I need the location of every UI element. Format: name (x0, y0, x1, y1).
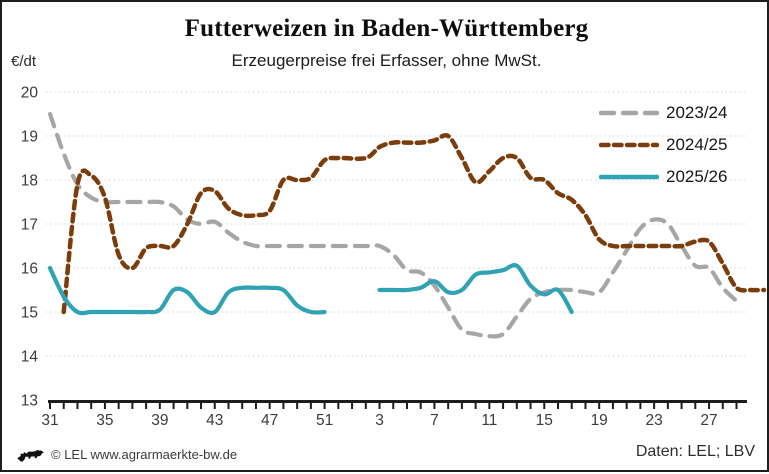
x-tick-label: 47 (261, 412, 278, 429)
y-tick-label: 19 (21, 129, 38, 146)
chart-subtitle: Erzeugerpreise frei Erfasser, ohne MwSt. (231, 51, 542, 70)
x-tick-label: 31 (41, 412, 58, 429)
legend-swatch-dashed-long (599, 110, 659, 116)
legend-label-2025-26: 2025/26 (666, 167, 728, 186)
x-tick-label: 27 (700, 412, 717, 429)
legend-row-2023-24: 2023/24 (599, 97, 727, 129)
x-tick-label: 51 (316, 412, 333, 429)
legend-row-2025-26: 2025/26 (599, 161, 727, 193)
x-tick-label: 11 (481, 412, 497, 429)
x-tick-label: 19 (591, 412, 608, 429)
y-tick-label: 18 (21, 173, 38, 190)
x-tick-label: 43 (206, 412, 223, 429)
y-tick-label: 16 (21, 261, 38, 278)
page-title: Futterweizen in Baden-Württemberg (184, 15, 589, 42)
copyright-text: © LEL www.agrarmaerkte-bw.de (51, 446, 238, 462)
series-line-2025-26 (47, 265, 327, 316)
x-tick-label: 15 (536, 412, 553, 429)
y-axis-unit-label: €/dt (11, 53, 37, 70)
x-tick-label: 23 (645, 412, 662, 429)
series-line-2025-26 (377, 263, 574, 315)
y-tick-label: 15 (21, 305, 38, 322)
bw-lion-icon (17, 450, 44, 462)
y-tick-label: 14 (21, 349, 39, 366)
series-line-2024-25 (61, 133, 767, 315)
series-line-2023-24 (47, 111, 739, 339)
x-tick-label: 35 (96, 412, 113, 429)
y-tick-label: 17 (21, 217, 38, 234)
legend-swatch-solid (599, 174, 659, 180)
chart-legend: 2023/24 2024/25 2025/26 (599, 97, 727, 193)
footer-branding: © LEL www.agrarmaerkte-bw.de (17, 446, 237, 462)
legend-label-2023-24: 2023/24 (666, 103, 728, 122)
x-tick-label: 3 (375, 412, 384, 429)
x-tick-label: 7 (430, 412, 439, 429)
y-tick-label: 13 (21, 393, 38, 410)
legend-row-2024-25: 2024/25 (599, 129, 727, 161)
y-tick-label: 20 (21, 85, 39, 102)
legend-label-2024-25: 2024/25 (666, 135, 728, 154)
legend-swatch-dashed-short (599, 142, 659, 148)
x-tick-label: 39 (151, 412, 168, 429)
data-source-text: Daten: LEL; LBV (635, 443, 755, 460)
